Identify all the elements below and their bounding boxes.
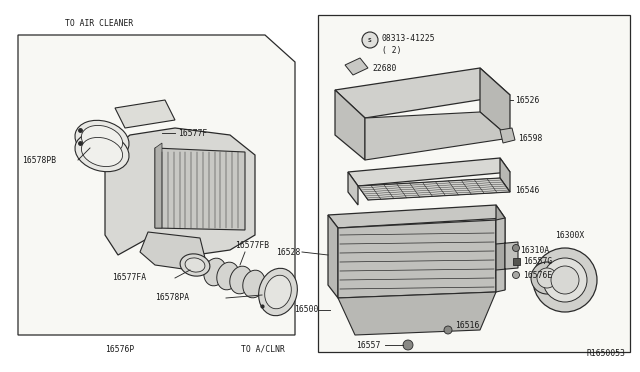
Polygon shape (365, 112, 510, 160)
Polygon shape (328, 205, 505, 228)
Circle shape (537, 268, 557, 288)
Circle shape (543, 258, 587, 302)
Polygon shape (335, 68, 510, 118)
Text: TO A/CLNR: TO A/CLNR (241, 345, 285, 354)
Polygon shape (18, 35, 295, 335)
Text: 16578PA: 16578PA (155, 294, 189, 302)
Text: 16578PB: 16578PB (22, 155, 56, 164)
Text: TO AIR CLEANER: TO AIR CLEANER (65, 19, 133, 28)
Text: 16557: 16557 (356, 340, 380, 350)
Polygon shape (140, 232, 205, 270)
Circle shape (533, 248, 597, 312)
Polygon shape (105, 128, 255, 255)
Text: 16577FA: 16577FA (112, 273, 146, 282)
Ellipse shape (217, 262, 239, 290)
Circle shape (444, 326, 452, 334)
Ellipse shape (75, 132, 129, 172)
Text: 22680: 22680 (372, 64, 396, 73)
Text: 16526: 16526 (515, 96, 540, 105)
Text: 16500: 16500 (294, 305, 318, 314)
Text: 16598: 16598 (518, 134, 542, 142)
Text: 16516: 16516 (455, 321, 479, 330)
Circle shape (513, 244, 520, 251)
Text: 16528: 16528 (276, 247, 300, 257)
Text: 16577FB: 16577FB (235, 241, 269, 250)
Polygon shape (335, 90, 365, 160)
Text: 16310A: 16310A (520, 246, 549, 254)
Polygon shape (155, 148, 245, 230)
Circle shape (513, 272, 520, 279)
Polygon shape (348, 158, 510, 186)
Text: 16300X: 16300X (555, 231, 584, 240)
Polygon shape (115, 100, 175, 128)
Text: 16576E: 16576E (523, 270, 552, 279)
Text: 16577F: 16577F (178, 128, 207, 138)
Polygon shape (345, 58, 368, 75)
Text: S: S (368, 38, 372, 42)
Polygon shape (358, 178, 510, 200)
Circle shape (362, 32, 378, 48)
Polygon shape (500, 128, 515, 143)
Ellipse shape (204, 258, 226, 286)
Circle shape (551, 266, 579, 294)
Polygon shape (318, 15, 630, 352)
Polygon shape (205, 260, 275, 300)
Bar (513, 258, 520, 265)
Ellipse shape (259, 268, 298, 316)
Ellipse shape (265, 275, 291, 309)
Ellipse shape (230, 266, 252, 294)
Circle shape (403, 340, 413, 350)
Polygon shape (155, 143, 162, 228)
Polygon shape (480, 68, 510, 138)
Polygon shape (496, 205, 505, 290)
Polygon shape (348, 172, 358, 205)
Polygon shape (338, 220, 496, 298)
Ellipse shape (75, 120, 129, 160)
Polygon shape (338, 292, 496, 335)
Text: 16546: 16546 (515, 186, 540, 195)
Polygon shape (496, 218, 518, 292)
Ellipse shape (243, 270, 265, 298)
Text: ( 2): ( 2) (382, 45, 401, 55)
Ellipse shape (185, 258, 205, 272)
Text: 16557G: 16557G (523, 257, 552, 266)
Ellipse shape (180, 254, 210, 276)
Text: 08313-41225: 08313-41225 (382, 33, 436, 42)
Polygon shape (500, 158, 510, 192)
Polygon shape (328, 215, 338, 298)
Ellipse shape (81, 125, 123, 155)
Text: R1650053: R1650053 (587, 349, 626, 358)
Text: 16576P: 16576P (106, 345, 134, 354)
Ellipse shape (81, 137, 123, 167)
Circle shape (531, 262, 563, 294)
